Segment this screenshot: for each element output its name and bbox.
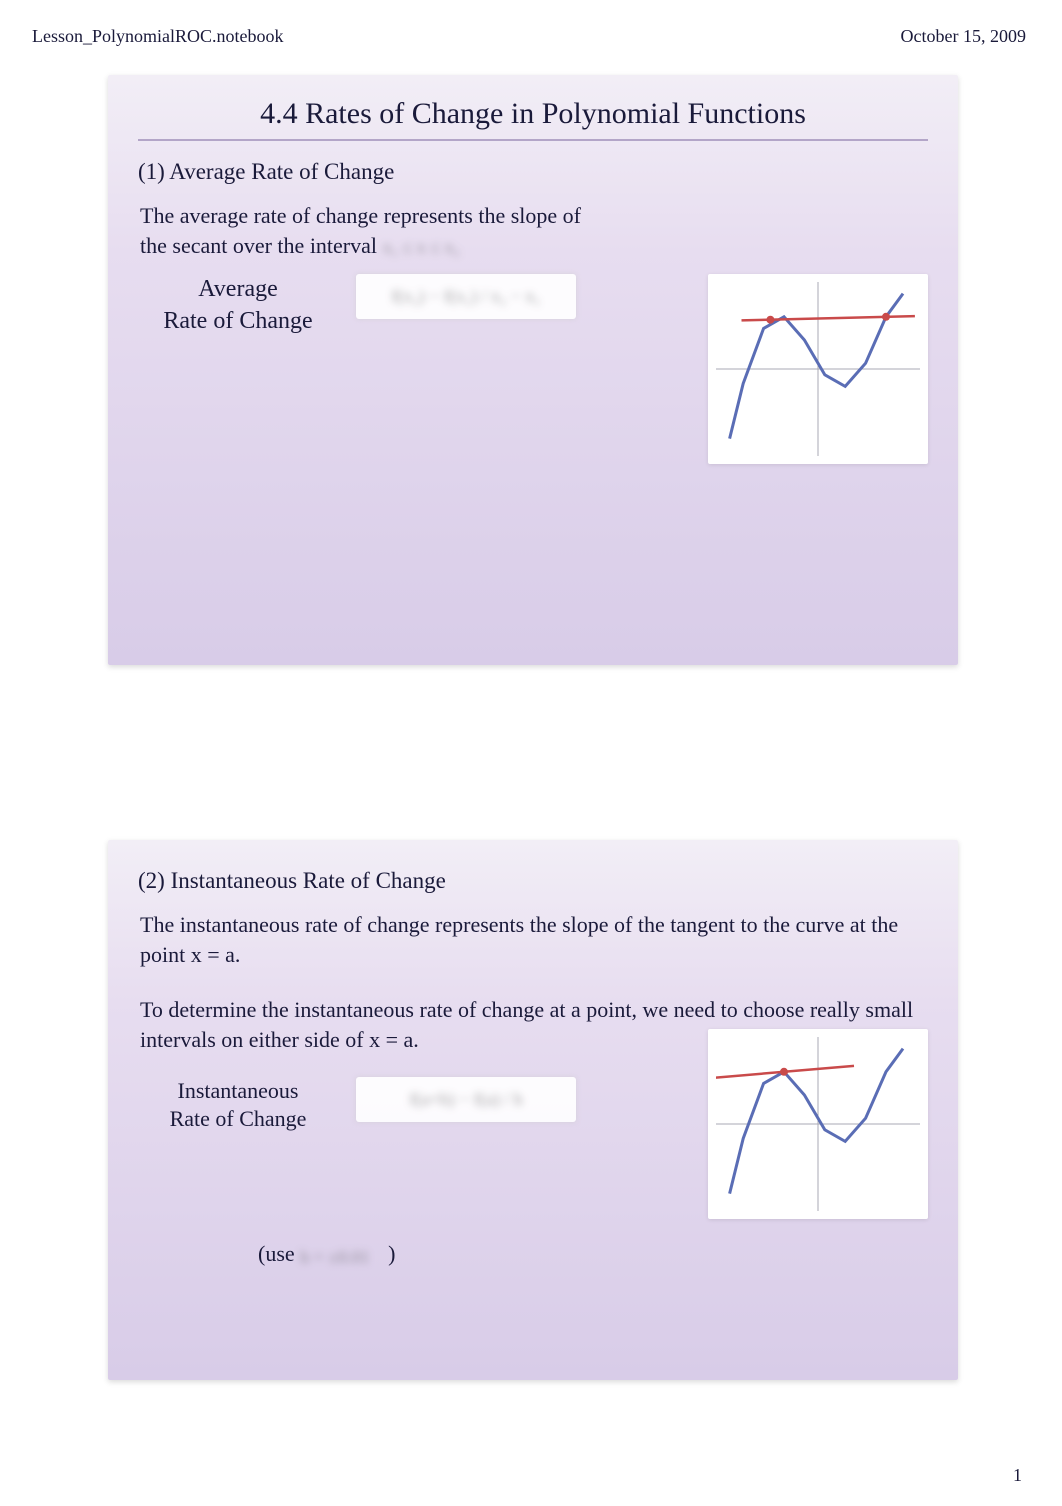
slide1-desc-line1: The average rate of change represents th…: [140, 203, 581, 228]
use-suffix: ): [388, 1241, 395, 1266]
use-prefix: (use: [258, 1241, 300, 1266]
slide1-chart: [708, 274, 928, 464]
secant-chart-svg: [716, 282, 920, 456]
slide2-label: Instantaneous Rate of Change: [138, 1077, 338, 1134]
slide2-label-line2: Rate of Change: [170, 1106, 307, 1131]
tangent-chart-svg: [716, 1037, 920, 1211]
slide1-label-line2: Rate of Change: [163, 308, 312, 334]
page-date: October 15, 2009: [901, 26, 1026, 47]
slide2-subhead: (2) Instantaneous Rate of Change: [108, 840, 958, 906]
page-number: 1: [1013, 1465, 1022, 1486]
slide1-label-line1: Average: [198, 276, 278, 302]
slide1-desc: The average rate of change represents th…: [108, 197, 958, 264]
slide-average-roc: 4.4 Rates of Change in Polynomial Functi…: [108, 75, 958, 665]
slide1-interval-hidden: x₁ ≤ x ≤ x₂: [383, 237, 460, 257]
slide1-label: Average Rate of Change: [138, 274, 338, 336]
use-hidden: h = ±0.01: [300, 1247, 388, 1265]
slide2-formula: f(a+h) − f(a) / h: [356, 1077, 576, 1122]
slide2-use-line: (use h = ±0.01): [108, 1229, 958, 1287]
slide1-desc-line2: the secant over the interval: [140, 233, 377, 258]
notebook-name: Lesson_PolynomialROC.notebook: [32, 26, 284, 47]
slide2-label-line1: Instantaneous: [178, 1078, 299, 1103]
slide-instantaneous-roc: (2) Instantaneous Rate of Change The ins…: [108, 840, 958, 1380]
slide1-title: 4.4 Rates of Change in Polynomial Functi…: [138, 75, 928, 141]
slide1-subhead: (1) Average Rate of Change: [108, 153, 958, 197]
slide2-chart: [708, 1029, 928, 1219]
slide1-formula: f(x₂) − f(x₁) / x₂ − x₁: [356, 274, 576, 319]
slide1-formula-hidden: f(x₂) − f(x₁) / x₂ − x₁: [391, 286, 540, 306]
slide2-formula-hidden: f(a+h) − f(a) / h: [409, 1089, 522, 1109]
slide2-p1: The instantaneous rate of change represe…: [108, 906, 958, 973]
